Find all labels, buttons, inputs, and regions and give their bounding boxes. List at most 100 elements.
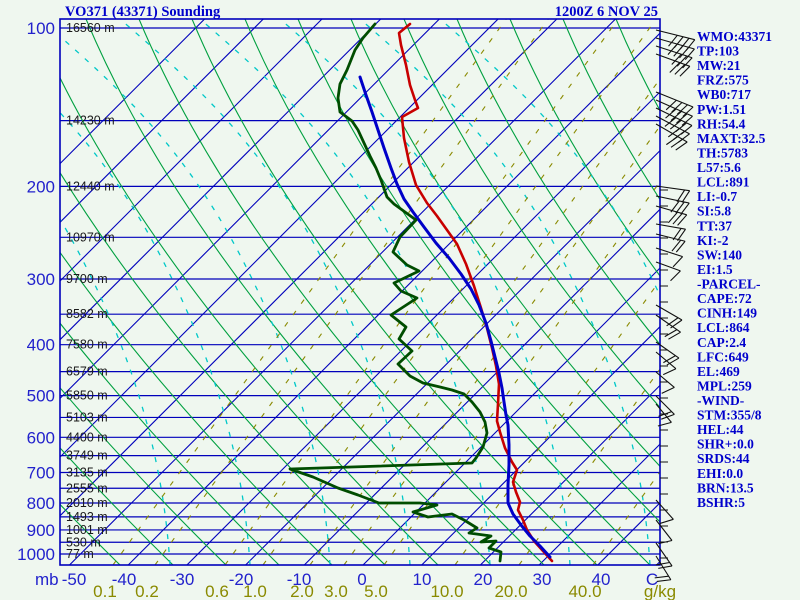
wind-barb-feather (667, 128, 680, 138)
stats-line: TP:103 (697, 44, 739, 59)
altitude-label: 2555 m (66, 481, 108, 495)
altitude-label: 5103 m (66, 410, 108, 424)
altitude-label: 4400 m (66, 430, 108, 444)
wind-barb (655, 519, 673, 545)
page-title: VO371 (43371) Sounding (65, 4, 221, 20)
stats-line: RH:54.4 (697, 116, 746, 131)
stats-line: L57:5.6 (697, 160, 741, 175)
temperature-tick-label: -20 (229, 570, 254, 589)
altitude-label: 2010 m (66, 496, 108, 510)
wind-barb-feather (669, 62, 681, 73)
pressure-tick-label: 600 (27, 428, 55, 447)
dry-adiabat-line (297, 19, 660, 523)
wind-barb-feather (665, 99, 677, 111)
wind-barb (654, 555, 672, 582)
wind-barb-feather (668, 331, 681, 340)
wind-barb (655, 205, 688, 226)
mixing-ratio-unit-label: g/kg (644, 582, 676, 600)
wind-barb-feather (676, 113, 688, 124)
pressure-tick-label: 400 (27, 336, 55, 355)
mixing-ratio-line (262, 19, 657, 565)
isotherm-line (60, 19, 205, 165)
wind-barb-feather (671, 239, 682, 252)
pressure-tick-label: 500 (27, 387, 55, 406)
stats-line: BRN:13.5 (697, 480, 754, 495)
pressure-tick-label: 100 (27, 19, 55, 38)
stats-line: MW:21 (697, 58, 741, 73)
wind-barb (655, 247, 684, 268)
wind-barb-feather (658, 565, 673, 569)
isotherm-line (362, 267, 660, 565)
wind-barb-feather (656, 579, 671, 582)
isotherm-line (60, 19, 558, 517)
wind-barb (655, 233, 686, 253)
altitude-label: 10970 m (66, 230, 115, 244)
stats-panel-layer: WMO:43371TP:103MW:21FRZ:575WB0:717PW:1.5… (697, 29, 772, 510)
mixing-ratio-line (224, 19, 619, 565)
dry-adiabat-line (456, 19, 660, 346)
dry-adiabat-line (60, 386, 227, 565)
pressure-tick-label: 800 (27, 494, 55, 513)
stats-line: PW:1.51 (697, 102, 746, 117)
stats-line: BSHR:5 (697, 495, 745, 510)
wind-barb-feather (666, 136, 679, 146)
wind-barb-feather (669, 119, 682, 130)
wind-barb (655, 371, 675, 394)
wind-barb (655, 99, 693, 126)
wind-barb (655, 123, 688, 151)
temperature-tick-label: 0 (357, 570, 366, 589)
isotherm-line (245, 149, 660, 565)
wind-barb-feather (679, 65, 691, 77)
moist-adiabat-line (119, 19, 411, 565)
isotherm-line (60, 19, 499, 458)
altitude-label: 7580 m (66, 338, 108, 352)
background-grid-layer (60, 19, 660, 565)
moist-adiabat-line (60, 217, 171, 565)
wind-barb-staff (655, 91, 694, 108)
wind-barb-staff (655, 351, 677, 370)
wind-barb-feather (670, 138, 683, 148)
wind-barb-feather (661, 413, 675, 420)
stats-line: EHI:0.0 (697, 466, 743, 481)
stats-line: CINH:149 (697, 306, 757, 321)
wind-barb-feather (664, 117, 677, 127)
mixing-ratio-tick-label: 0.2 (135, 582, 159, 600)
wind-barb-staff (655, 99, 693, 117)
dry-adiabat-line (562, 19, 660, 201)
altitude-label: 12440 m (66, 179, 115, 193)
mixing-ratio-tick-label: 1.0 (243, 582, 267, 600)
stats-line: TH:5783 (697, 145, 748, 160)
altitude-label: 16560 m (66, 21, 115, 35)
temperature-tick-label: -50 (62, 570, 87, 589)
wind-barb-staff (655, 45, 693, 59)
wind-barb (655, 45, 693, 69)
moist-adiabat-line (199, 19, 491, 565)
wind-barb-feather (677, 214, 688, 226)
wind-barb-feather (657, 421, 672, 427)
wind-barb-feather (664, 329, 678, 338)
stats-line: LCL:891 (697, 175, 750, 190)
wind-barb-staff (655, 29, 695, 41)
wind-barb-feather (670, 270, 681, 282)
mixing-ratio-line (454, 279, 660, 565)
stats-line: SRDS:44 (697, 451, 750, 466)
temperature-tick-label: -30 (170, 570, 195, 589)
mixing-ratio-axis-layer: 0.1 0.2 0.6 1.0 2.0 3.0 5.0 10.0 20.0 40.0 g/kg (93, 582, 676, 600)
wind-barb (655, 37, 695, 60)
stats-line: TT:37 (697, 218, 732, 233)
stats-line: EI:1.5 (697, 262, 733, 277)
stats-line: WMO:43371 (697, 29, 772, 44)
mixing-ratio-tick-label: 0.1 (93, 582, 117, 600)
mixing-ratio-tick-label: 0.6 (205, 582, 229, 600)
altitude-labels-layer: 16560 m 14230 m 12440 m 10970 m 9700 m 8582 m… (66, 21, 115, 561)
wind-barb-feather (679, 47, 690, 59)
isotherm-line (538, 443, 660, 565)
wind-barb-feather (661, 386, 675, 394)
mixing-ratio-tick-label: 5.0 (364, 582, 388, 600)
stats-line: LCL:864 (697, 320, 750, 335)
wind-barb-feather (668, 34, 678, 47)
wind-barb-feather (667, 43, 678, 55)
dry-adiabat-line (60, 251, 333, 565)
dry-adiabat-line (244, 19, 651, 565)
